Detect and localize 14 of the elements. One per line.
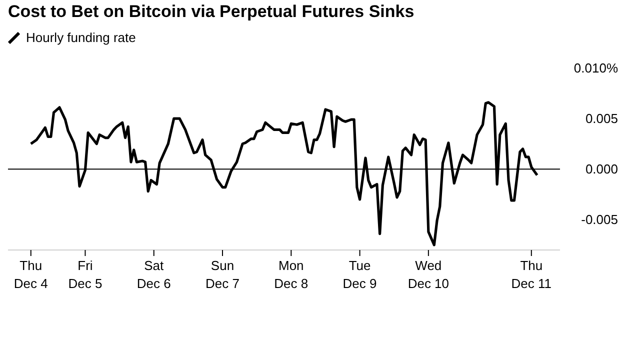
x-tick-label: Wed Dec 10	[408, 258, 450, 291]
y-tick-label: 0.010%	[574, 60, 618, 76]
x-tick-label: Fri Dec 5	[68, 258, 102, 291]
x-tick-label: Sat Dec 6	[136, 258, 171, 291]
y-tick-label: 0.005	[585, 111, 618, 126]
legend-label: Hourly funding rate	[25, 30, 136, 45]
x-tick-label: Mon Dec 8	[274, 258, 308, 291]
x-tick-label: Tue Dec 9	[342, 258, 377, 291]
y-tick-label: -0.005	[581, 212, 618, 228]
y-tick-label: 0.000	[585, 162, 618, 177]
x-tick-label: Thu Dec 4	[14, 258, 48, 291]
x-tick-label: Thu Dec 11	[511, 258, 552, 291]
x-tick-label: Sun Dec 7	[206, 258, 240, 291]
chart-title: Cost to Bet on Bitcoin via Perpetual Futures Sinks	[8, 2, 414, 22]
